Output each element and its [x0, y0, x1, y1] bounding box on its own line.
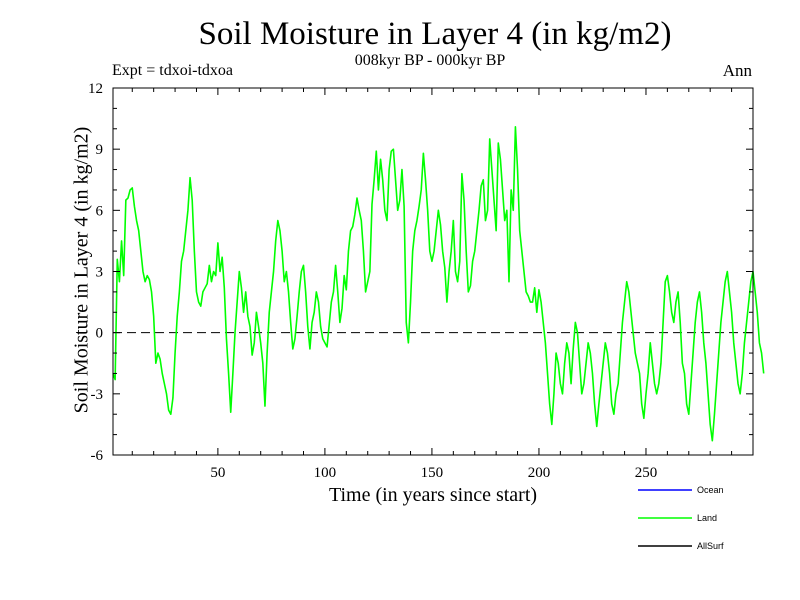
x-tick-label: 150 — [421, 465, 444, 481]
y-tick-label: 12 — [88, 81, 103, 97]
x-axis-label: Time (in years since start) — [328, 484, 538, 506]
x-tick-label: 50 — [210, 465, 225, 481]
x-tick-label: 200 — [528, 465, 551, 481]
experiment-label: Expt = tdxoi-tdxoa — [112, 62, 234, 79]
y-tick-label: -3 — [91, 387, 104, 403]
series-line-land — [112, 125, 765, 442]
x-tick-label: 250 — [635, 465, 658, 481]
y-tick-label: 0 — [96, 326, 104, 342]
x-tick-label: 100 — [314, 465, 337, 481]
season-label: Ann — [722, 61, 752, 80]
legend-label-land: Land — [697, 513, 717, 523]
y-tick-label: -6 — [91, 448, 104, 464]
legend-label-ocean: Ocean — [697, 485, 724, 495]
chart-subtitle: 008kyr BP - 000kyr BP — [354, 52, 506, 69]
y-tick-label: 3 — [96, 265, 104, 281]
legend-label-allsurf: AllSurf — [697, 541, 724, 551]
y-tick-label: 6 — [96, 203, 104, 219]
chart-title: Soil Moisture in Layer 4 (in kg/m2) — [198, 16, 672, 52]
y-tick-label: 9 — [96, 142, 104, 158]
